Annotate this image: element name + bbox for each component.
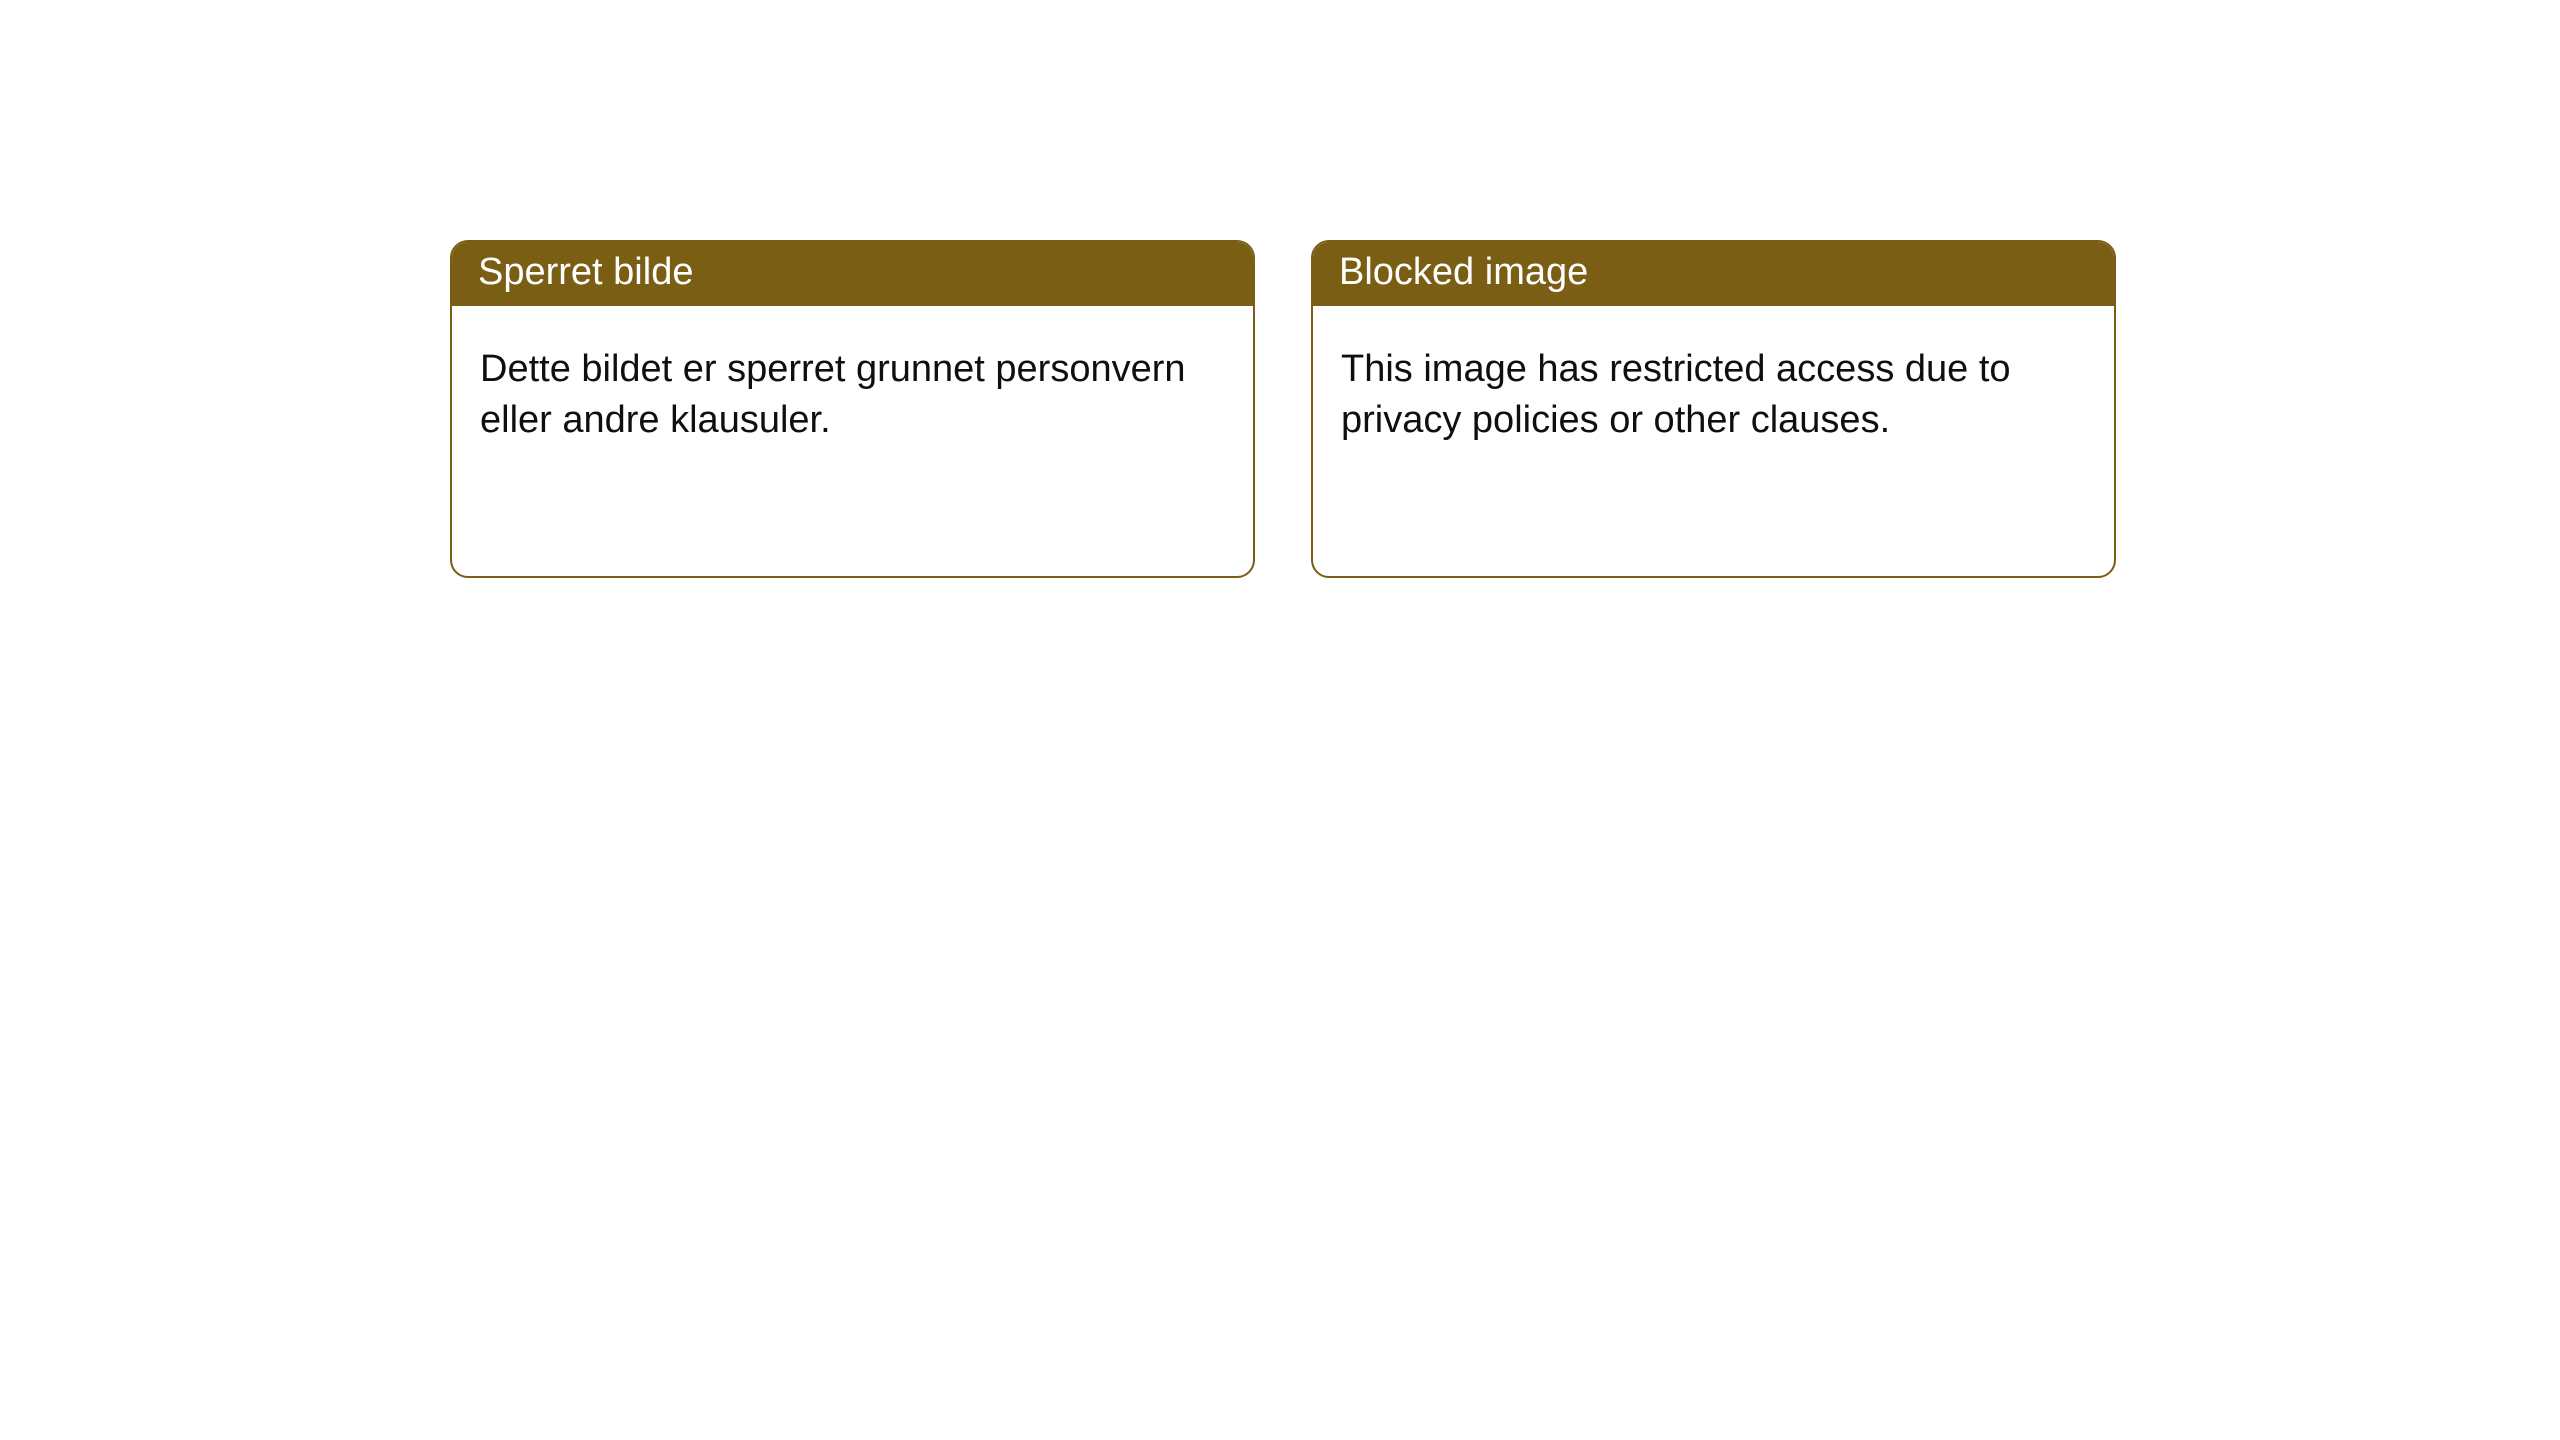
notice-card-english: Blocked image This image has restricted …: [1311, 240, 2116, 578]
notice-card-norwegian: Sperret bilde Dette bildet er sperret gr…: [450, 240, 1255, 578]
notice-body: This image has restricted access due to …: [1313, 306, 2114, 475]
notice-container: Sperret bilde Dette bildet er sperret gr…: [0, 0, 2560, 578]
notice-body: Dette bildet er sperret grunnet personve…: [452, 306, 1253, 475]
notice-header: Blocked image: [1313, 242, 2114, 306]
notice-header: Sperret bilde: [452, 242, 1253, 306]
